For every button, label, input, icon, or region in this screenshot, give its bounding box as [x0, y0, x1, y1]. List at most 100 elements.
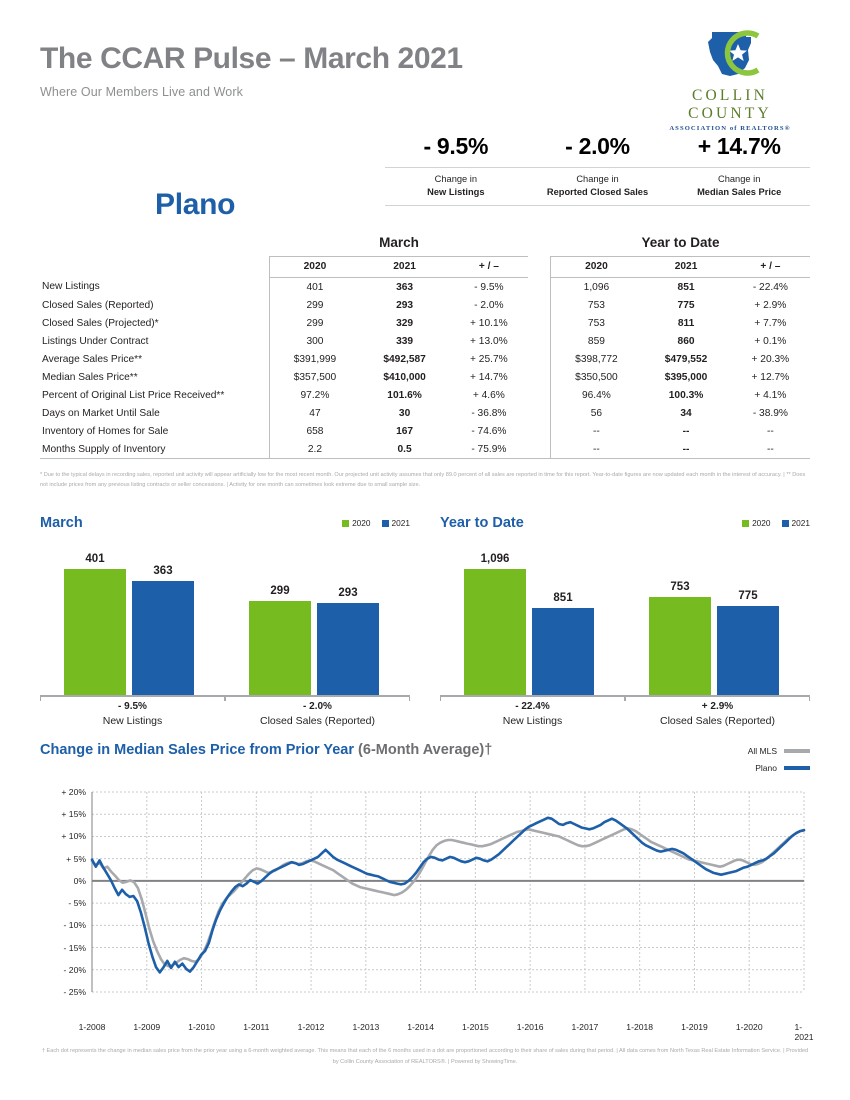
x-axis-tick-label: 1-2013	[352, 1022, 380, 1032]
bar-rect	[464, 569, 526, 695]
headline-stat: + 14.7%	[668, 133, 810, 167]
bar-x-group: + 2.9% Closed Sales (Reported)	[625, 696, 810, 727]
table-cell: 753	[550, 314, 642, 332]
bar-group: 1,096 851	[440, 547, 625, 695]
legend-label: 2021	[391, 518, 410, 528]
bar-rect	[132, 581, 194, 695]
bar-change-label: + 2.9%	[701, 701, 734, 712]
table-cell: $398,772	[550, 350, 642, 368]
line-chart-title: Change in Median Sales Price from Prior …	[40, 742, 810, 758]
x-axis-tick-label: 1-2021	[794, 1022, 814, 1042]
table-cell: 56	[550, 404, 642, 422]
column-header: 2020	[550, 256, 642, 278]
column-header: + / –	[449, 256, 529, 278]
page-title: The CCAR Pulse – March 2021	[40, 42, 463, 75]
bar-change-label: - 9.5%	[118, 701, 147, 712]
table-cell: 1,096	[550, 277, 642, 296]
bar-rect	[532, 608, 594, 695]
y-axis-tick-label: - 25%	[63, 987, 86, 997]
table-row: Percent of Original List Price Received*…	[40, 386, 810, 404]
bar-rect	[649, 597, 711, 695]
x-axis-tick-label: 1-2009	[133, 1022, 161, 1032]
table-cell: 363	[396, 281, 414, 293]
x-axis-tick-label: 1-2015	[461, 1022, 489, 1032]
chart-legend: 2020 2021	[342, 515, 410, 528]
stat-value: - 9.5%	[423, 133, 489, 159]
table-cell: 401	[268, 277, 360, 296]
logo-tagline: ASSOCIATION of REALTORS®	[669, 125, 791, 132]
y-axis-tick-label: + 5%	[66, 853, 86, 864]
bar-x-group: - 22.4% New Listings	[440, 696, 625, 727]
line-chart-legend: All MLS Plano	[748, 746, 810, 780]
table-cell: - 75.9%	[449, 440, 529, 459]
table-cell: --	[766, 425, 774, 437]
table-cell: 167	[396, 425, 414, 437]
row-label: Listings Under Contract	[42, 335, 149, 347]
y-axis-tick-label: - 15%	[63, 942, 86, 953]
row-label: New Listings	[42, 281, 100, 293]
x-axis-tick-label: 1-2017	[571, 1022, 599, 1032]
column-header: 2021	[359, 256, 450, 278]
stat-label-line1: Change in	[434, 174, 478, 184]
table-cell: 293	[396, 299, 414, 311]
bar-rect	[717, 606, 779, 695]
legend-label: Plano	[755, 763, 777, 773]
legend-label: 2021	[791, 518, 810, 528]
table-cell: + 7.7%	[754, 317, 787, 329]
table-cell: 101.6%	[387, 389, 422, 401]
headline-stats: - 9.5% - 2.0% + 14.7% Change in New Listi…	[385, 133, 810, 207]
bar-category-label: New Listings	[102, 715, 163, 727]
bar-x-group: - 9.5% New Listings	[40, 696, 225, 727]
y-axis-tick-label: + 20%	[61, 787, 86, 797]
table-row: Days on Market Until Sale 47 30 - 36.8% 56 34…	[40, 404, 810, 422]
line-chart-svg	[90, 791, 806, 993]
column-header: 2020	[268, 256, 360, 278]
table-cell: 0.5	[359, 440, 450, 459]
table-column-header-row: 2020 2021 + / –2020 2021 + / –	[40, 256, 810, 278]
logo-name: COLLIN COUNTY	[688, 87, 772, 122]
bar-value-label: 401	[85, 553, 105, 565]
bar-value-label: 1,096	[480, 553, 510, 565]
table-cell: 30	[398, 407, 411, 419]
x-axis-tick-label: 1-2020	[735, 1022, 763, 1032]
y-axis-tick-label: + 10%	[61, 831, 86, 842]
bar-value-label: 299	[270, 585, 290, 597]
table-cell: $492,587	[383, 353, 426, 365]
chart-legend: 2020 2021	[742, 515, 810, 528]
x-axis-tick-label: 1-2008	[78, 1022, 106, 1032]
metrics-table-wrapper: March Year to Date 2020 2021 + / –2020 2021 + …	[40, 235, 810, 459]
headline-labels-row: Change in New Listings Change in Reported …	[385, 168, 810, 205]
row-label: Months Supply of Inventory	[40, 440, 247, 459]
x-axis-tick-label: 1-2019	[681, 1022, 708, 1032]
table-cell: + 25.7%	[470, 353, 508, 365]
metrics-table: March Year to Date 2020 2021 + / –2020 2021 + …	[40, 235, 810, 459]
x-axis-tick-label: 1-2011	[243, 1022, 270, 1032]
table-cell: + 14.7%	[470, 371, 508, 383]
bar-chart-march: March 2020 2021 401 363 299 293 - 9.5% New L…	[40, 515, 410, 727]
table-cell: + 13.0%	[470, 335, 508, 347]
legend-item-plano: Plano	[748, 763, 810, 773]
table-cell: --	[730, 440, 810, 459]
row-label: Percent of Original List Price Received*…	[42, 389, 225, 401]
x-axis-tick-label: 1-2018	[626, 1022, 654, 1032]
bar-value-label: 775	[738, 590, 758, 602]
table-cell: + 2.9%	[754, 299, 787, 311]
bar-category-label: Closed Sales (Reported)	[660, 715, 775, 727]
column-header: 2021	[641, 256, 731, 278]
legend-swatch-blue	[781, 520, 789, 527]
legend-swatch-blue	[381, 520, 389, 527]
bar-group: 401 363	[40, 547, 225, 695]
legend-label: 2020	[352, 518, 371, 528]
table-cell: 339	[396, 335, 414, 347]
bar-rect	[317, 603, 379, 695]
group-header-ytd: Year to Date	[641, 235, 720, 250]
row-label: Closed Sales (Projected)*	[42, 317, 159, 329]
stat-label-line1: Change in	[576, 174, 619, 184]
table-cell: --	[550, 440, 642, 459]
table-row: Listings Under Contract 300 339 + 13.0% 859 8…	[40, 332, 810, 350]
table-cell: --	[641, 440, 731, 459]
table-cell: + 0.1%	[754, 335, 787, 347]
table-cell: $395,000	[664, 371, 708, 383]
line-series-all-mls	[90, 827, 806, 968]
bar-category-label: Closed Sales (Reported)	[260, 715, 375, 727]
